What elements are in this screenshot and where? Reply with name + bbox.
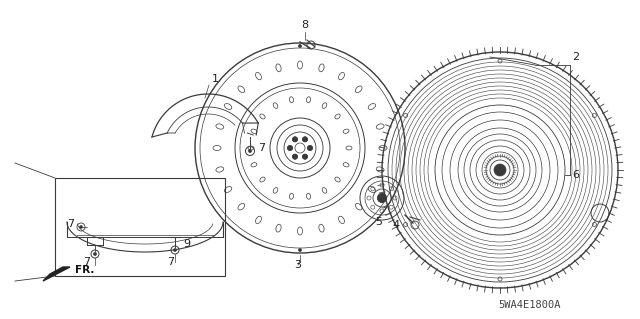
Circle shape xyxy=(93,253,97,256)
Circle shape xyxy=(292,154,298,159)
Text: 4: 4 xyxy=(392,220,399,230)
Circle shape xyxy=(378,194,387,203)
Circle shape xyxy=(287,145,292,151)
Bar xyxy=(55,178,225,276)
Text: 1: 1 xyxy=(212,74,219,84)
Circle shape xyxy=(248,150,252,152)
Circle shape xyxy=(307,145,312,151)
Circle shape xyxy=(173,249,177,251)
Text: 7: 7 xyxy=(167,257,174,267)
Circle shape xyxy=(303,137,307,142)
Text: 9: 9 xyxy=(183,239,190,249)
Text: 6: 6 xyxy=(572,170,579,180)
Circle shape xyxy=(494,164,506,176)
Circle shape xyxy=(298,249,301,251)
Text: 2: 2 xyxy=(572,52,579,62)
Circle shape xyxy=(303,154,307,159)
Circle shape xyxy=(79,226,83,228)
Text: 5WA4E1800A: 5WA4E1800A xyxy=(499,300,561,310)
Text: 3: 3 xyxy=(294,260,301,270)
Text: FR.: FR. xyxy=(75,265,94,275)
Circle shape xyxy=(292,137,298,142)
Text: 7: 7 xyxy=(258,143,265,153)
Polygon shape xyxy=(43,267,70,281)
Text: 7: 7 xyxy=(83,257,90,267)
Text: 8: 8 xyxy=(301,20,308,30)
Text: 7: 7 xyxy=(67,219,74,229)
Circle shape xyxy=(298,44,301,48)
Text: 5: 5 xyxy=(375,217,382,227)
